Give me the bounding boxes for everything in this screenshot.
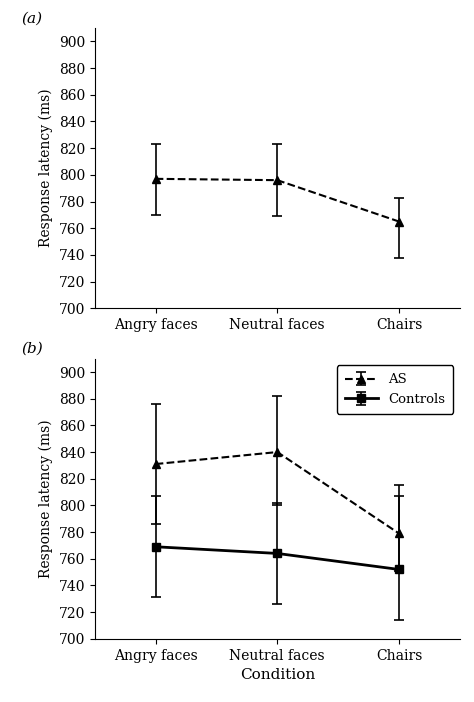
Y-axis label: Response latency (ms): Response latency (ms): [39, 89, 53, 248]
X-axis label: Condition: Condition: [240, 668, 315, 682]
Legend: AS, Controls: AS, Controls: [337, 365, 453, 413]
Text: (b): (b): [22, 342, 44, 356]
Text: (a): (a): [22, 11, 43, 25]
Y-axis label: Response latency (ms): Response latency (ms): [39, 419, 53, 578]
